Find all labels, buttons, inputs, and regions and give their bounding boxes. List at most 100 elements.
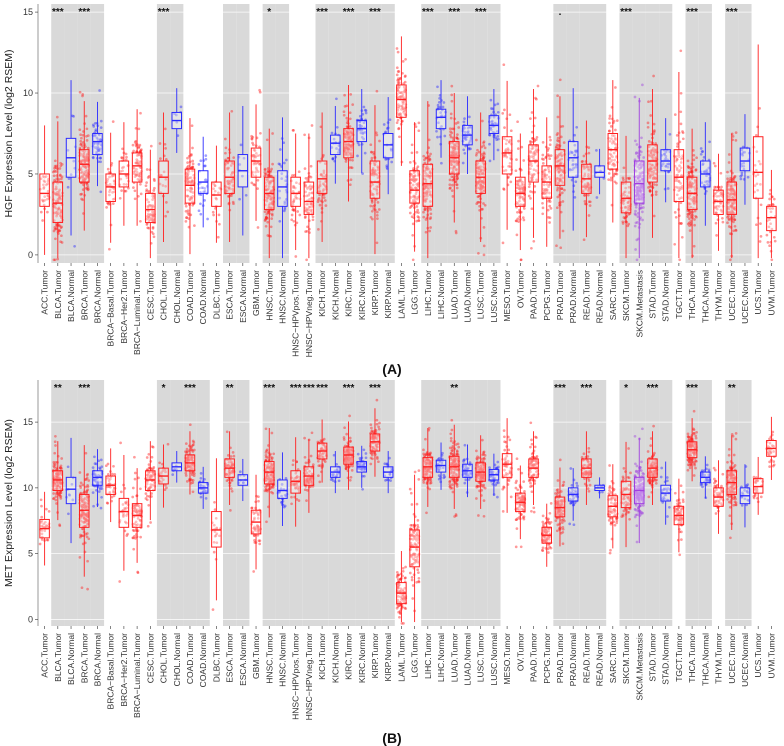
x-tick-label: COAD.Normal <box>198 270 208 324</box>
data-point <box>377 208 381 211</box>
data-point <box>91 156 95 160</box>
data-point <box>483 203 487 207</box>
data-point <box>462 120 466 124</box>
significance-marker: *** <box>158 7 170 18</box>
data-point <box>59 211 63 215</box>
data-point <box>59 164 63 168</box>
data-point <box>556 94 559 98</box>
data-point <box>726 170 729 174</box>
x-tick-label: CHOL.Tumor <box>159 633 169 683</box>
x-tick-label: LGG.Tumor <box>410 270 420 315</box>
x-tick-label: PRAD.Tumor <box>555 270 565 320</box>
data-point <box>55 164 58 168</box>
data-point <box>768 244 771 248</box>
x-tick-label: READ.Tumor <box>581 270 591 320</box>
x-tick-label: BRCA.Tumor <box>79 270 89 320</box>
data-point <box>264 451 268 454</box>
data-point <box>688 217 691 221</box>
data-point <box>454 180 458 184</box>
data-point <box>85 155 89 159</box>
data-point <box>133 471 137 475</box>
shade-column <box>685 380 699 626</box>
data-point <box>53 192 57 195</box>
data-point <box>586 193 590 197</box>
data-point <box>52 170 55 174</box>
data-point <box>583 200 587 203</box>
data-point <box>41 199 45 203</box>
x-tick-label: LUAD.Normal <box>463 270 473 323</box>
data-point <box>54 199 58 203</box>
data-point <box>342 113 346 117</box>
data-point <box>85 127 89 131</box>
data-point <box>429 226 432 229</box>
data-point <box>84 114 88 118</box>
data-point <box>85 159 89 163</box>
data-point <box>423 208 427 212</box>
data-point <box>348 158 352 162</box>
data-point <box>120 156 123 159</box>
data-point <box>145 456 149 459</box>
significance-marker: *** <box>78 7 90 18</box>
data-point <box>158 142 162 145</box>
data-point <box>212 213 215 217</box>
data-point <box>84 451 88 455</box>
data-point <box>395 73 399 77</box>
data-point <box>145 181 148 184</box>
data-point <box>40 515 44 519</box>
data-point <box>224 151 227 155</box>
data-point <box>646 121 650 125</box>
data-point <box>158 461 161 465</box>
data-point <box>199 495 203 499</box>
data-point <box>94 128 98 132</box>
box-HNSC−HPVneg.Tumor <box>303 181 315 215</box>
data-point <box>258 539 262 543</box>
chart-panel-a: ACC.Tumor BLCA.Tumor***BLCA.Normal BRCA.Tu… <box>3 4 778 377</box>
data-point <box>258 88 261 92</box>
data-point <box>541 206 545 210</box>
x-tick-label: BLCA.Tumor <box>53 633 63 682</box>
data-point <box>85 182 88 185</box>
box-BRCA−Her2.Tumor <box>118 497 130 528</box>
data-point <box>587 151 591 155</box>
data-point <box>53 164 57 168</box>
box-STAD.Tumor <box>647 144 658 183</box>
data-point <box>78 484 82 488</box>
data-point <box>740 171 744 175</box>
data-point <box>125 155 128 159</box>
data-point <box>78 471 82 474</box>
data-point <box>83 179 87 182</box>
data-point <box>232 156 236 159</box>
data-point <box>451 178 454 182</box>
data-point <box>79 133 82 137</box>
data-point <box>529 117 532 120</box>
data-point <box>97 490 101 493</box>
y-axis-label: HGF Expression Level (log2 RSEM) <box>3 49 15 217</box>
data-point <box>608 114 612 118</box>
data-point <box>497 137 500 141</box>
data-point <box>40 504 43 508</box>
data-point <box>501 112 505 115</box>
significance-marker: *** <box>422 7 434 18</box>
data-point <box>515 158 518 161</box>
data-point <box>212 550 216 554</box>
data-point <box>80 586 84 590</box>
data-point <box>60 175 64 179</box>
data-point <box>97 486 101 489</box>
box-UCEC.Normal <box>739 147 751 172</box>
data-point <box>59 197 63 201</box>
data-point <box>191 165 195 169</box>
data-point <box>546 208 550 212</box>
data-point <box>348 117 352 121</box>
data-point <box>225 430 229 434</box>
data-point <box>86 559 89 563</box>
data-point <box>106 472 110 476</box>
data-point <box>271 491 275 495</box>
data-point <box>137 127 141 131</box>
data-point <box>184 209 188 213</box>
data-point <box>609 178 613 182</box>
data-point <box>676 145 679 148</box>
data-point <box>584 160 588 163</box>
data-point <box>179 105 183 109</box>
data-point <box>482 151 486 155</box>
data-point <box>530 246 533 250</box>
